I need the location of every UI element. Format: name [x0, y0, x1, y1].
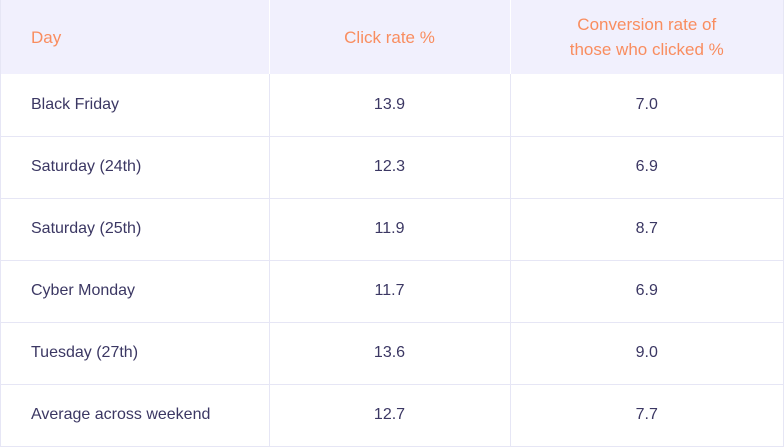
header-click-rate-label: Click rate %	[344, 27, 435, 47]
header-click-rate: Click rate %	[269, 0, 511, 74]
cell-click-rate: 11.7	[269, 259, 511, 322]
cell-conversion-rate: 6.9	[510, 259, 783, 322]
cell-day: Tuesday (27th)	[1, 321, 270, 384]
cell-click-rate: 12.3	[269, 135, 511, 198]
cell-click-rate: 13.9	[269, 74, 511, 136]
table-row: Black Friday 13.9 7.0	[1, 74, 783, 136]
cell-click-rate: 13.6	[269, 321, 511, 384]
cell-day: Saturday (25th)	[1, 197, 270, 260]
header-row: Day Click rate % Conversion rate of thos…	[1, 0, 783, 74]
table-row: Saturday (25th) 11.9 8.7	[1, 197, 783, 260]
table-row: Saturday (24th) 12.3 6.9	[1, 135, 783, 198]
cell-click-rate: 12.7	[269, 383, 511, 446]
cell-click-rate: 11.9	[269, 197, 511, 260]
cell-conversion-rate: 7.0	[635, 95, 658, 113]
table-row: Tuesday (27th) 13.6 9.0	[1, 321, 783, 384]
header-day: Day	[1, 0, 270, 74]
cell-day: Cyber Monday	[1, 259, 270, 322]
header-conversion-line-2: those who clicked %	[569, 40, 724, 59]
cell-conversion-rate: 6.9	[510, 135, 783, 198]
header-conversion-line-1: Conversion rate of	[577, 15, 717, 34]
cell-day: Black Friday	[1, 74, 270, 136]
table-body: Black Friday 13.9 7.0 Saturday (24th) 12.3 6.…	[1, 74, 783, 446]
cell-conversion-rate: 7.7	[510, 383, 783, 446]
cell-conversion-rate: 8.7	[510, 197, 783, 260]
table-row: Cyber Monday 11.7 6.9	[1, 259, 783, 322]
cell-conversion-rate: 9.0	[510, 321, 783, 384]
header-day-label: Day	[31, 27, 62, 47]
header-conversion-rate: Conversion rate of those who clicked %	[510, 0, 783, 74]
table-row: Average across weekend 12.7 7.7	[1, 383, 783, 446]
cell-day: Average across weekend	[1, 383, 270, 446]
cell-day: Saturday (24th)	[1, 135, 270, 198]
table-header: Day Click rate % Conversion rate of thos…	[1, 0, 783, 74]
